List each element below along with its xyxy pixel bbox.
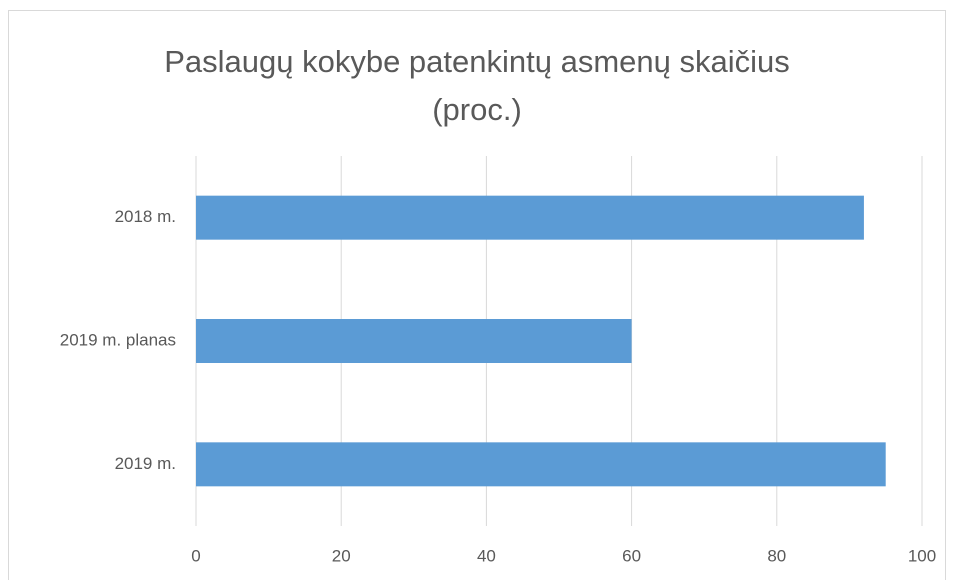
y-tick-label: 2018 m. [115, 207, 176, 226]
bar [196, 442, 886, 487]
bar [196, 319, 632, 363]
chart-title: Paslaugų kokybe patenkintų asmenų skaiči… [164, 44, 790, 127]
x-tick-label: 80 [767, 546, 786, 565]
x-tick-label: 60 [622, 546, 641, 565]
y-tick-label: 2019 m. [115, 454, 176, 473]
x-tick-label: 40 [477, 546, 496, 565]
chart-frame [8, 10, 946, 580]
y-tick-label: 2019 m. planas [60, 330, 176, 349]
x-tick-label: 20 [332, 546, 351, 565]
x-tick-label: 100 [908, 546, 936, 565]
x-tick-label: 0 [191, 546, 200, 565]
bar [196, 195, 864, 240]
